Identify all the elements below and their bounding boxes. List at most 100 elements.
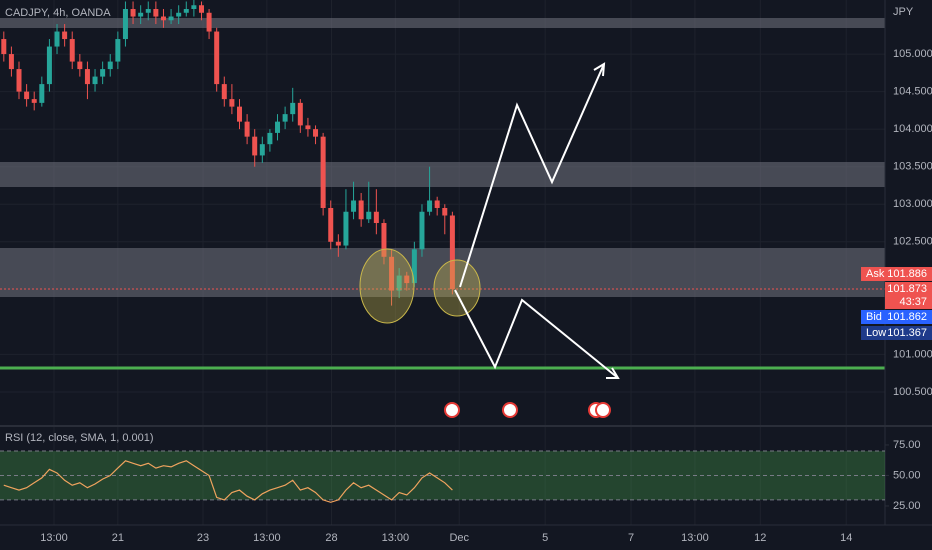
candle-body (100, 69, 106, 77)
candle-body (427, 200, 433, 212)
y-tick-label: 104.000 (893, 123, 932, 135)
candle-body (24, 91, 30, 100)
x-tick-label: 5 (542, 532, 548, 544)
candle-body (191, 5, 197, 10)
candle-body (358, 200, 364, 220)
resistance-zone (0, 18, 885, 28)
candle-body (69, 39, 75, 62)
candle-body (366, 211, 372, 220)
candle-body (320, 136, 326, 208)
candle-body (328, 207, 334, 242)
candle-body (267, 132, 273, 145)
candle-body (39, 84, 45, 103)
candle-body (442, 207, 448, 216)
y-tick-label: 102.500 (893, 236, 932, 248)
candle-body (229, 99, 235, 107)
candle-body (107, 61, 113, 70)
candle-body (214, 31, 220, 85)
y-tick-label: 104.500 (893, 86, 932, 98)
ask-label: Ask (866, 268, 885, 280)
rsi-title: RSI (12, close, SMA, 1, 0.001) (5, 432, 154, 444)
bid-label: Bid (866, 311, 882, 323)
y-tick-label: 105.000 (893, 48, 932, 60)
countdown: 43:37 (899, 296, 927, 308)
x-tick-label: 28 (325, 532, 337, 544)
candle-body (297, 102, 303, 126)
resistance-zone (0, 162, 885, 187)
x-tick-label: 13:00 (382, 532, 410, 544)
candle-body (1, 39, 7, 55)
x-tick-label: 7 (628, 532, 634, 544)
candle-body (373, 211, 379, 224)
candle-body (138, 12, 144, 17)
event-icons (444, 402, 611, 418)
candle-body (351, 200, 357, 212)
candle-body (221, 84, 227, 100)
bid-tag (861, 310, 932, 324)
candle-body (46, 46, 52, 85)
candle-body (92, 76, 98, 85)
ask-price: 101.886 (887, 268, 927, 280)
event-icon[interactable] (502, 402, 518, 418)
low-price: 101.367 (887, 327, 927, 339)
candles (1, 0, 455, 306)
y-tick-label: 75.00 (893, 439, 921, 451)
candle-body (290, 102, 296, 115)
candle-body (396, 275, 402, 291)
candle-body (313, 129, 319, 137)
candle-body (31, 99, 37, 103)
candle-body (130, 9, 136, 17)
last-price: 101.873 (887, 283, 927, 295)
candle-body (84, 69, 90, 85)
candle-body (419, 211, 425, 250)
candle-body (252, 136, 258, 156)
candle-body (335, 241, 341, 246)
bearish-projection (454, 289, 619, 379)
candle-body (62, 31, 68, 40)
y-tick-label: 101.000 (893, 348, 932, 360)
candle-body (381, 223, 387, 257)
arrow-head (593, 62, 606, 77)
candle-body (244, 121, 250, 137)
candle-body (183, 9, 189, 13)
y-tick-label: 103.000 (893, 198, 932, 210)
candle-body (305, 125, 311, 130)
candle-body (449, 215, 455, 290)
candle-body (198, 5, 204, 13)
candle-body (389, 256, 395, 291)
candle-body (168, 16, 174, 21)
y-tick-label: 103.500 (893, 161, 932, 173)
event-icon[interactable] (444, 402, 460, 418)
rsi-pane: 75.00 50.00 25.00 (0, 439, 921, 512)
symbol-title: CADJPY, 4h, OANDA (5, 7, 111, 19)
bullish-projection (459, 63, 605, 288)
ask-tag (861, 267, 932, 281)
currency: JPY (893, 6, 914, 18)
rsi-line (3, 460, 453, 503)
highlight-circle (359, 248, 415, 324)
candle-body (145, 9, 151, 13)
low-tag (861, 326, 932, 340)
x-tick-label: 12 (754, 532, 766, 544)
bid-price: 101.862 (887, 311, 927, 323)
candle-body (404, 275, 410, 284)
candle-body (275, 121, 281, 133)
y-tick-label: 100.500 (893, 386, 932, 398)
x-tick-label: Dec (449, 532, 469, 544)
candle-body (259, 144, 265, 156)
candle-body (54, 31, 60, 47)
low-label: Low (866, 327, 886, 339)
x-tick-label: 13:00 (253, 532, 281, 544)
x-tick-label: 23 (197, 532, 209, 544)
x-tick-label: 13:00 (681, 532, 709, 544)
event-icon[interactable] (595, 402, 611, 418)
arrow-head (606, 367, 620, 379)
candle-body (343, 211, 349, 246)
candle-body (153, 9, 159, 17)
candle-body (8, 54, 14, 70)
last-tag (885, 282, 932, 309)
highlight-circle (433, 259, 481, 317)
price-tags: Ask 101.886 101.873 43:37 Bid 101.862 Lo… (861, 267, 932, 340)
candle-body (115, 39, 121, 62)
